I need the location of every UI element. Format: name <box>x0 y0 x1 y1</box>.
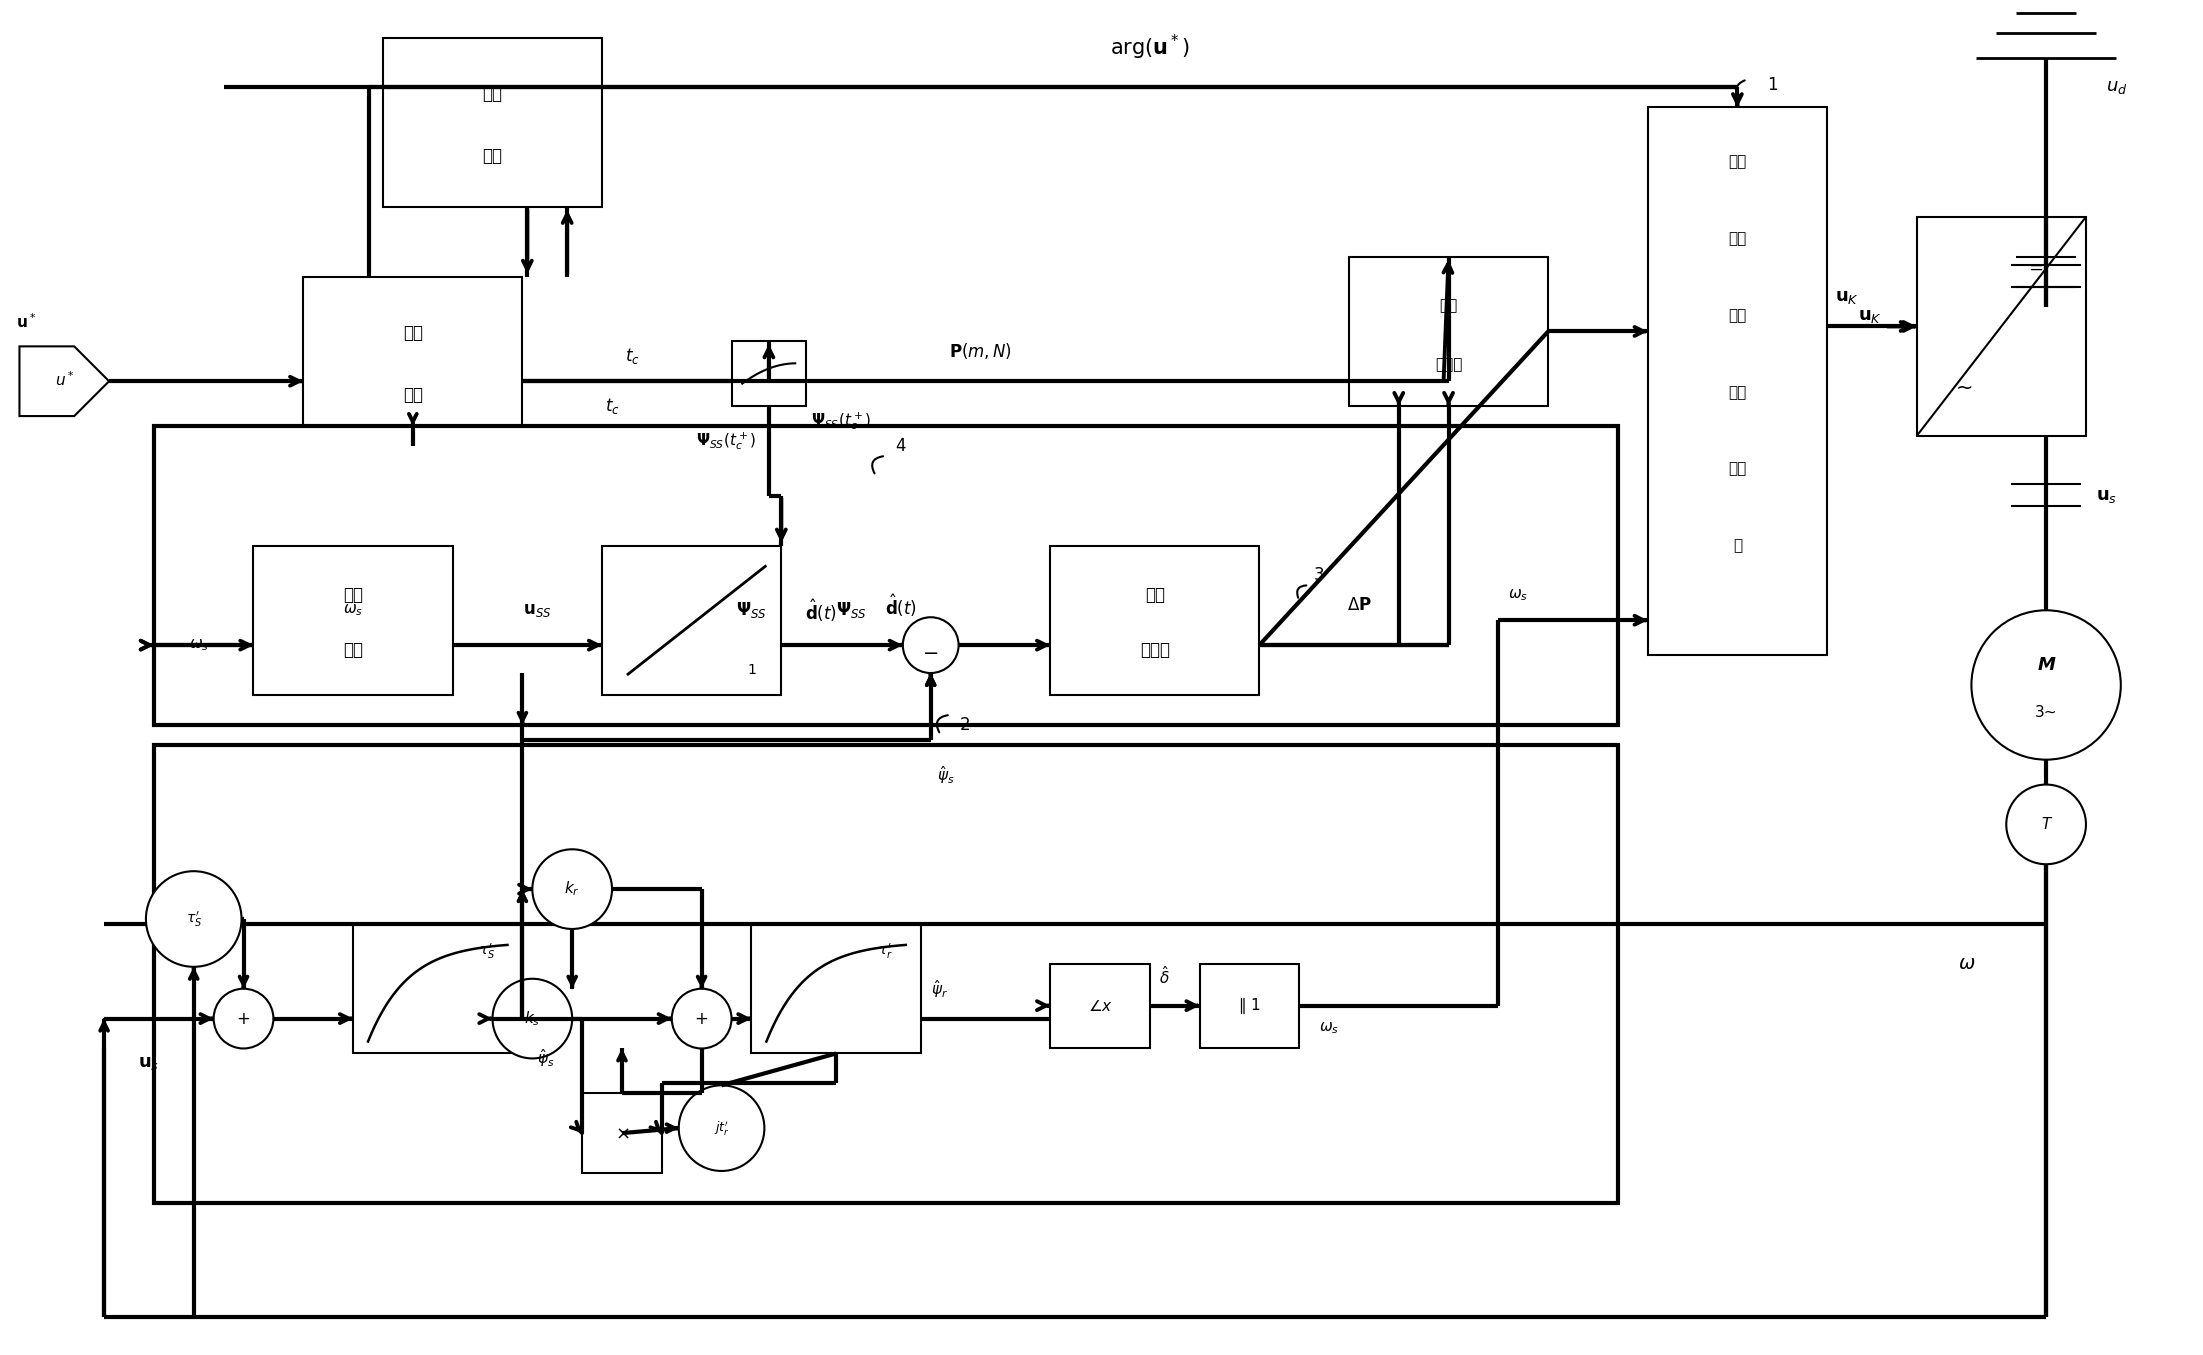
Text: $\Delta\mathbf{P}$: $\Delta\mathbf{P}$ <box>1346 596 1372 614</box>
Circle shape <box>533 850 612 930</box>
Text: $\mathbf{u}^*$: $\mathbf{u}^*$ <box>15 312 37 331</box>
Text: $\tau_S'$: $\tau_S'$ <box>480 942 496 962</box>
Text: $u^*$: $u^*$ <box>55 370 75 389</box>
FancyBboxPatch shape <box>731 341 806 406</box>
Text: +: + <box>694 1009 709 1027</box>
Text: +: + <box>236 1009 251 1027</box>
Text: −: − <box>923 644 938 663</box>
Text: $\tau_S'$: $\tau_S'$ <box>185 909 203 928</box>
FancyBboxPatch shape <box>751 924 921 1053</box>
Text: T: T <box>2042 817 2051 832</box>
Circle shape <box>679 1085 764 1171</box>
Text: $\omega_s$: $\omega_s$ <box>1509 588 1529 603</box>
Text: 模式: 模式 <box>403 324 423 341</box>
Text: 修正器: 修正器 <box>1434 356 1463 371</box>
FancyBboxPatch shape <box>1648 107 1826 654</box>
Text: $\mathbf{u}_K$: $\mathbf{u}_K$ <box>1835 287 1859 306</box>
Text: 静态: 静态 <box>344 585 363 604</box>
Text: $\hat{\psi}_s$: $\hat{\psi}_s$ <box>538 1047 555 1069</box>
Polygon shape <box>20 347 110 416</box>
Text: $\mathrm{arg}(\mathbf{u}^*)$: $\mathrm{arg}(\mathbf{u}^*)$ <box>1110 33 1190 62</box>
Text: $jt_r'$: $jt_r'$ <box>714 1119 729 1137</box>
Text: 最优: 最优 <box>1729 232 1747 247</box>
FancyBboxPatch shape <box>253 546 452 695</box>
Text: $t_c$: $t_c$ <box>626 347 639 366</box>
Text: 同步: 同步 <box>1729 154 1747 169</box>
Text: $\times$: $\times$ <box>615 1125 630 1142</box>
Text: M: M <box>2038 656 2055 673</box>
Circle shape <box>214 989 273 1049</box>
Circle shape <box>2007 785 2086 864</box>
Circle shape <box>1972 610 2121 760</box>
FancyBboxPatch shape <box>582 1093 661 1173</box>
Text: $\omega$: $\omega$ <box>1958 954 1976 973</box>
Text: 选择: 选择 <box>403 386 423 404</box>
Text: 模式: 模式 <box>482 148 502 165</box>
Text: $k_s$: $k_s$ <box>524 1009 540 1028</box>
Text: $k_r$: $k_r$ <box>564 879 579 898</box>
Text: $\mathbf{u}_s$: $\mathbf{u}_s$ <box>2095 486 2117 505</box>
Text: 3~: 3~ <box>2036 706 2058 721</box>
Text: $\tau_r'$: $\tau_r'$ <box>879 942 894 962</box>
Text: 3: 3 <box>1313 566 1324 584</box>
FancyBboxPatch shape <box>601 546 782 695</box>
Text: $\mathbf{P}(m,N)$: $\mathbf{P}(m,N)$ <box>949 341 1011 362</box>
FancyBboxPatch shape <box>154 425 1617 725</box>
Text: 1: 1 <box>747 663 756 678</box>
Text: ~: ~ <box>1956 378 1974 398</box>
Text: $\mathbf{\Psi}_{SS}$: $\mathbf{\Psi}_{SS}$ <box>736 600 767 621</box>
Text: 模式: 模式 <box>1439 298 1458 313</box>
Text: $\hat{\psi}_s$: $\hat{\psi}_s$ <box>936 764 954 786</box>
FancyBboxPatch shape <box>383 38 601 207</box>
Text: $\hat{\mathbf{d}}(t)$: $\hat{\mathbf{d}}(t)$ <box>804 598 837 623</box>
Text: 调制: 调制 <box>1729 461 1747 477</box>
Circle shape <box>672 989 731 1049</box>
Text: 器: 器 <box>1734 538 1743 553</box>
FancyBboxPatch shape <box>154 745 1617 1203</box>
Text: $\omega_s$: $\omega_s$ <box>189 637 209 653</box>
Text: 控制器: 控制器 <box>1139 641 1170 659</box>
Text: 序列: 序列 <box>344 641 363 659</box>
Text: 宽度: 宽度 <box>1729 385 1747 400</box>
Circle shape <box>493 978 573 1058</box>
FancyBboxPatch shape <box>1348 256 1549 406</box>
Text: $\mathbf{\Psi}_{SS}(t_c^+)$: $\mathbf{\Psi}_{SS}(t_c^+)$ <box>811 411 870 432</box>
Text: $\angle x$: $\angle x$ <box>1088 999 1113 1014</box>
Text: $\mathbf{\Psi}_{SS}(t_c^+)$: $\mathbf{\Psi}_{SS}(t_c^+)$ <box>696 430 756 451</box>
Circle shape <box>903 618 958 673</box>
Text: $\hat{\mathbf{d}}(t)$: $\hat{\mathbf{d}}(t)$ <box>886 592 916 619</box>
Text: $\omega_s$: $\omega_s$ <box>1320 1020 1339 1037</box>
Text: 4: 4 <box>897 436 905 455</box>
FancyBboxPatch shape <box>1201 963 1300 1049</box>
FancyBboxPatch shape <box>304 276 522 446</box>
Text: $\|\ 1$: $\|\ 1$ <box>1238 996 1260 1016</box>
Text: 1: 1 <box>1767 76 1778 95</box>
Text: $\mathbf{\Psi}_{SS}$: $\mathbf{\Psi}_{SS}$ <box>835 600 866 621</box>
Text: 优化: 优化 <box>482 84 502 103</box>
Text: $\mathbf{u}_s$: $\mathbf{u}_s$ <box>139 1054 159 1072</box>
Text: 轨迹: 轨迹 <box>1146 585 1165 604</box>
Text: $\mathbf{u}_{SS}$: $\mathbf{u}_{SS}$ <box>522 602 551 619</box>
Text: $t_c$: $t_c$ <box>604 396 619 416</box>
FancyBboxPatch shape <box>1917 217 2086 436</box>
Text: $u_d$: $u_d$ <box>2106 79 2128 96</box>
Circle shape <box>145 871 242 967</box>
Text: $\mathbf{u}_K$: $\mathbf{u}_K$ <box>1857 308 1881 325</box>
Text: 脉冲: 脉冲 <box>1729 308 1747 322</box>
Text: $\hat{\psi}_r$: $\hat{\psi}_r$ <box>930 978 947 1000</box>
Text: $\omega_s$: $\omega_s$ <box>344 603 363 618</box>
Text: $\hat{\delta}$: $\hat{\delta}$ <box>1159 965 1170 986</box>
Text: 2: 2 <box>961 715 972 734</box>
Text: =: = <box>2027 259 2042 276</box>
FancyBboxPatch shape <box>352 924 522 1053</box>
FancyBboxPatch shape <box>1051 963 1150 1049</box>
FancyBboxPatch shape <box>1051 546 1260 695</box>
